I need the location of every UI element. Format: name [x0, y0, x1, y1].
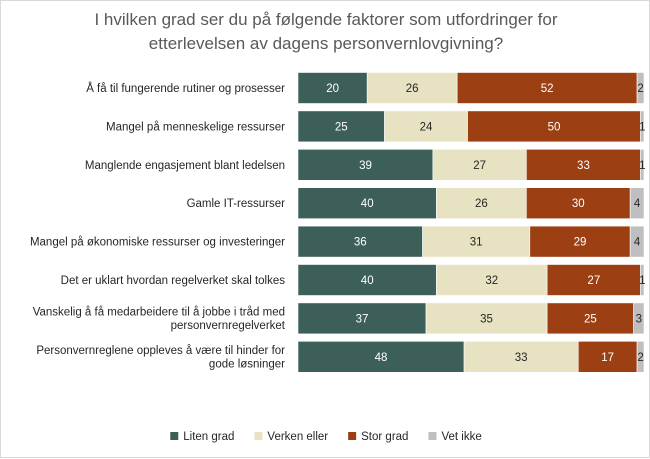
data-label: 30: [572, 198, 585, 210]
data-label: 40: [361, 275, 374, 287]
category-label: Mangel på menneskelige ressurser: [106, 121, 285, 133]
data-label: 48: [375, 352, 388, 364]
legend-swatch: [170, 432, 179, 440]
bar-segment: [629, 187, 645, 219]
bar-segment: [297, 187, 437, 219]
bar-segment: [577, 340, 638, 373]
data-label: 25: [584, 313, 597, 325]
data-label: 4: [634, 198, 641, 210]
category-label: personvernregelverket: [171, 320, 286, 332]
data-label: 33: [515, 352, 528, 364]
data-label: 2: [637, 83, 643, 95]
data-label: 24: [420, 121, 433, 133]
category-labels: Å få til fungerende rutiner og prosesser…: [30, 82, 286, 371]
bar-segment: [297, 340, 465, 373]
data-label: 39: [359, 160, 372, 172]
bar-segment: [633, 302, 645, 335]
category-label: Det er uklart hvordan regelverket skal t…: [61, 275, 286, 287]
bar-segment: [297, 302, 427, 335]
bar-segment: [640, 149, 645, 181]
category-label: Vanskelig å få medarbeidere til å jobbe …: [33, 307, 285, 319]
bar-segment: [636, 72, 645, 104]
data-label: 52: [541, 83, 554, 95]
bar-segment: [425, 302, 548, 335]
bar-segment: [463, 340, 579, 373]
category-label: Personvernreglene oppleves å være til hi…: [36, 345, 285, 357]
bar-segment: [436, 264, 548, 296]
legend-label: Vet ikke: [441, 431, 481, 443]
bar-segment: [467, 110, 641, 143]
data-label: 1: [639, 275, 645, 287]
data-label: 32: [485, 275, 498, 287]
bar-segment: [297, 225, 423, 258]
data-label: 40: [361, 198, 374, 210]
data-label: 4: [634, 237, 641, 249]
data-label: 37: [356, 313, 369, 325]
data-label: 27: [473, 160, 486, 172]
data-label: 26: [475, 198, 488, 210]
bar-segment: [366, 72, 458, 104]
bar-segment: [640, 264, 645, 296]
legend-swatch: [348, 432, 357, 440]
bar-segment: [526, 149, 641, 181]
category-label: Manglende engasjement blant ledelsen: [85, 160, 285, 172]
data-label: 31: [470, 237, 483, 249]
bar-segment: [297, 72, 368, 104]
bars: 20 26 52 225 24 50 139 27 33 140 26 30 436 31 29 440 32 2…: [297, 72, 645, 373]
data-label: 36: [354, 237, 367, 249]
data-label: 50: [548, 121, 561, 133]
data-label: 29: [574, 237, 587, 249]
legend-label: Stor grad: [361, 431, 408, 443]
legend-swatch: [428, 432, 437, 440]
bar-segment: [297, 149, 434, 181]
data-label: 1: [639, 160, 645, 172]
chart-title: I hvilken grad ser du på følgende faktor…: [94, 10, 557, 53]
category-label: Å få til fungerende rutiner og prosesser: [86, 82, 285, 95]
bar-segment: [640, 110, 645, 143]
data-label: 3: [636, 313, 642, 325]
bar-segment: [422, 225, 531, 258]
bar-segment: [629, 225, 645, 258]
category-label: Mangel på økonomiske ressurser og invest…: [30, 237, 285, 249]
bar-segment: [529, 225, 631, 258]
data-label: 26: [406, 83, 419, 95]
bar-segment: [636, 340, 645, 373]
legend-swatch: [254, 432, 263, 440]
bar-segment: [297, 264, 437, 296]
bar-segment: [546, 302, 634, 335]
legend-label: Verken eller: [267, 431, 328, 443]
data-label: 35: [480, 313, 493, 325]
data-label: 25: [335, 121, 348, 133]
legend-label: Liten grad: [183, 431, 234, 443]
category-label: Gamle IT-ressurser: [187, 198, 286, 210]
legend: Liten grad Verken eller Stor grad Vet ikke: [170, 431, 482, 443]
category-label: gode løsninger: [209, 359, 285, 371]
bar-segment: [432, 149, 527, 181]
bar-segment: [436, 187, 527, 219]
bar-segment: [456, 72, 638, 104]
chart-title-line: etterlevelsen av dagens personvernlovgiv…: [149, 34, 503, 53]
data-label: 2: [637, 352, 643, 364]
chart-title-line: I hvilken grad ser du på følgende faktor…: [94, 10, 557, 29]
data-label: 1: [639, 121, 645, 133]
data-label: 27: [587, 275, 600, 287]
bar-segment: [384, 110, 468, 143]
data-label: 17: [601, 352, 614, 364]
data-label: 33: [577, 160, 590, 172]
data-label: 20: [326, 83, 339, 95]
bar-segment: [546, 264, 641, 296]
